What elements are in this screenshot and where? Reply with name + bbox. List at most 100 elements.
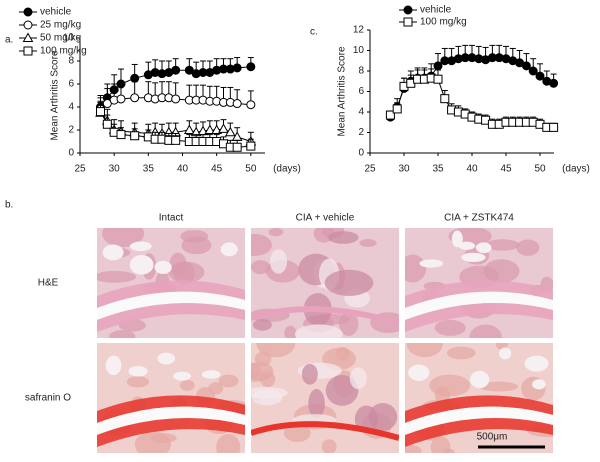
cartilage-top [97,395,245,423]
tissue-blob [97,270,137,283]
histology-image [251,228,399,338]
marker [385,110,395,120]
marker [171,65,181,75]
marker [246,62,256,72]
y-axis-label: Mean Arthritis Score [337,46,348,136]
tissue-blob [251,260,271,275]
tissue-blob [268,228,284,237]
marrow [157,352,176,365]
tissue-blob [150,433,177,443]
tissue-blob [405,444,422,453]
marker [96,107,105,117]
x-tick-label: 25 [364,164,376,175]
marrow [499,347,512,360]
y-tick-label: 10 [63,33,75,44]
marker [528,66,538,76]
tissue-blob [321,439,337,453]
cartilage-bottom [97,302,245,332]
y-tick-label: 6 [68,79,74,90]
inflamed-tissue [349,367,367,390]
x-tick-label: 30 [109,164,121,175]
legend-label: 25 mg/kg [40,20,81,31]
legend-label: 100 mg/kg [420,17,467,28]
marker [521,61,531,71]
marker [204,124,216,134]
histology-image [251,343,399,453]
tissue-blob [430,436,451,453]
histology-image [97,228,245,338]
row-label: safranin O [25,393,71,404]
panel-label: a. [5,35,13,46]
marker [433,74,443,84]
y-tick-label: 6 [358,86,364,97]
legend-marker [23,20,33,30]
marrow [220,242,238,257]
tissue-blob [181,236,212,255]
marker [246,141,256,151]
marker [224,126,236,137]
tissue-blob [469,324,502,338]
histology-image [97,343,245,453]
tissue-blob [485,239,520,251]
x-tick-label: 45 [211,164,223,175]
joint-space [97,406,245,435]
inflamed-tissue [294,324,343,338]
marrow [458,241,475,251]
joint-space [405,291,553,320]
column-label: Intact [159,213,184,224]
tissue-blob [251,234,272,256]
histology-image [405,343,553,453]
scale-bar-label: 500μm [477,432,508,443]
panel-label: c. [310,27,318,38]
marrow [408,364,430,381]
marker [392,104,402,114]
marker [116,94,126,104]
tissue-blob [442,448,455,453]
tissue-blob [260,370,276,388]
column-label: CIA + ZSTK474 [444,213,514,224]
x-tick-label: 35 [143,164,155,175]
legend-label: 50 mg/kg [40,33,81,44]
y-tick-label: 12 [353,25,365,36]
x-axis-label: (days) [273,164,301,175]
tissue-blob [405,254,427,283]
cartilage-top [405,395,553,423]
y-tick-label: 4 [68,102,74,113]
x-tick-label: 25 [74,164,86,175]
cartilage-bottom [405,417,553,447]
joint-space [97,291,245,320]
marker [183,124,195,134]
legend-marker [23,7,33,17]
marker [246,100,256,110]
marker [232,142,242,152]
eroded-cartilage [251,421,399,441]
tissue-blob [446,346,476,360]
marker [232,63,242,73]
legend-marker [23,46,33,56]
row-label: H&E [38,278,59,289]
x-tick-label: 45 [500,164,512,175]
inflamed-tissue [328,231,359,244]
legend-marker [22,32,34,42]
cartilage-top [97,280,245,308]
marrow [475,242,492,254]
marrow [129,255,154,275]
marrow [129,241,152,252]
marker [535,71,545,81]
marker [130,93,140,103]
inflamed-tissue [301,363,318,385]
y-tick-label: 10 [353,45,365,56]
y-tick-label: 2 [358,127,364,138]
marrow [173,371,191,381]
tissue-blob [406,343,443,358]
x-tick-label: 40 [466,164,478,175]
marker [171,135,181,145]
tissue-blob [168,261,205,283]
tissue-blob [284,325,297,338]
marker [116,130,126,140]
y-tick-label: 0 [358,148,364,159]
inflamed-tissue [324,269,374,297]
marrow [105,355,122,376]
tissue-blob [126,376,149,388]
